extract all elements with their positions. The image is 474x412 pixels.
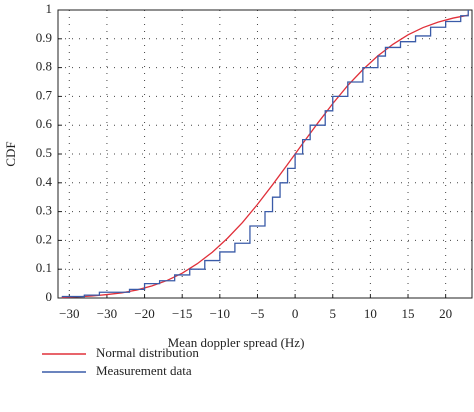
y-tick-label: 0.5 [36, 145, 52, 160]
x-tick-label: 20 [439, 306, 452, 321]
y-tick-label: 0 [46, 289, 53, 304]
x-tick-label: −10 [210, 306, 230, 321]
x-tick-label: −20 [134, 306, 154, 321]
legend-label: Measurement data [96, 363, 192, 378]
y-tick-label: 0.6 [36, 116, 53, 131]
series-line [61, 10, 469, 298]
y-tick-label: 1 [46, 1, 53, 16]
y-tick-label: 0.3 [36, 203, 52, 218]
y-axis-label: CDF [3, 141, 18, 166]
y-tick-label: 0.7 [36, 87, 53, 102]
x-tick-label: 10 [364, 306, 377, 321]
series-line [61, 14, 469, 299]
x-tick-label: −15 [172, 306, 192, 321]
x-tick-label: 15 [402, 306, 415, 321]
x-tick-label: −5 [251, 306, 265, 321]
x-tick-label: 5 [329, 306, 336, 321]
legend-label: Normal distribution [96, 345, 199, 360]
y-tick-label: 0.2 [36, 231, 52, 246]
x-axis-label: Mean doppler spread (Hz) [168, 335, 305, 350]
y-tick-label: 0.1 [36, 260, 52, 275]
y-tick-label: 0.8 [36, 59, 52, 74]
y-tick-label: 0.4 [36, 174, 53, 189]
plot-frame [57, 9, 473, 299]
x-tick-label: 0 [292, 306, 299, 321]
x-tick-label: −30 [59, 306, 79, 321]
x-tick-label: −30 [97, 306, 117, 321]
y-tick-label: 0.9 [36, 30, 52, 45]
